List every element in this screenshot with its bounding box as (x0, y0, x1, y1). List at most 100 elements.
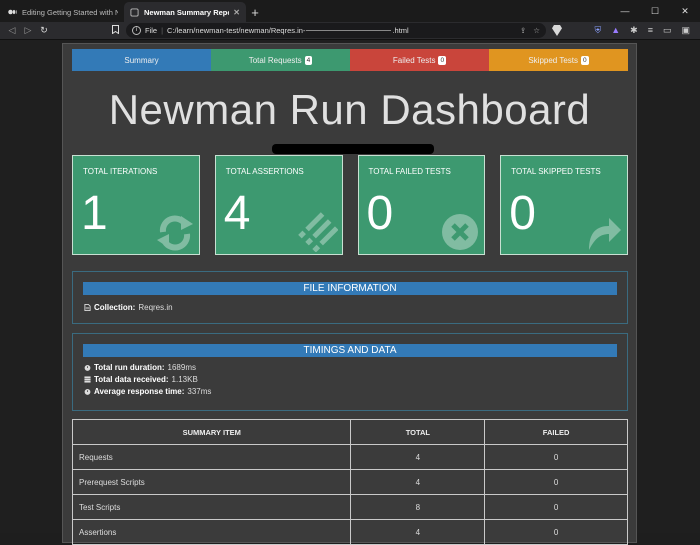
database-icon (84, 375, 91, 383)
close-tab-icon[interactable]: ✕ (233, 7, 240, 17)
stat-cards: TOTAL ITERATIONS 1 TOTAL ASSERTIONS 4 (72, 155, 628, 255)
duration-label: Total run duration: (94, 362, 165, 372)
browser-toolbar: ◁ ▷ ↻ i File | C:/learn/newman-test/newm… (0, 22, 700, 40)
stopwatch-icon (84, 388, 91, 395)
brave-shield-icon[interactable] (552, 25, 562, 36)
collection-row: Collection: Reqres.in (84, 301, 627, 313)
avg-response-label: Average response time: (94, 386, 185, 396)
close-window-icon[interactable]: ✕ (681, 5, 689, 16)
new-tab-button[interactable]: + (251, 4, 259, 20)
share-page-icon[interactable]: ⇪ (519, 26, 527, 35)
card-value: 0 (509, 187, 536, 240)
tasks-icon (297, 212, 338, 252)
redacted-subtitle (272, 144, 434, 154)
share-icon (589, 218, 621, 250)
summary-item-cell: Requests (71, 444, 352, 470)
url-scheme-label: File (145, 26, 158, 35)
tab-total-requests[interactable]: Total Requests 4 (211, 49, 350, 71)
total-cell: 4 (350, 444, 486, 470)
card-label: TOTAL SKIPPED TESTS (511, 167, 601, 176)
back-icon[interactable]: ◁ (8, 25, 16, 35)
bookmark-star-icon[interactable]: ☆ (533, 26, 540, 35)
page-viewport: Summary Total Requests 4 Failed Tests 0 … (0, 40, 700, 545)
bookmark-icon[interactable] (108, 25, 122, 36)
total-cell: 8 (350, 494, 486, 520)
times-circle-icon (442, 214, 479, 250)
window-controls: — ☐ ✕ (610, 0, 700, 22)
sidebar-icon[interactable]: ▭ (662, 25, 672, 35)
tab-label: Summary (124, 55, 159, 65)
card-value: 0 (366, 187, 394, 240)
failed-cell: 0 (484, 469, 628, 495)
extensions-area: ⛨ ▲ ✱ ≡ ▭ ▣ (594, 25, 690, 36)
extensions-icon[interactable]: ✱ (630, 25, 638, 35)
file-information-panel: FILE INFORMATION Collection: Reqres.in (72, 271, 628, 324)
browser-tab-strip: Editing Getting Started with Newmar Newm… (0, 0, 700, 22)
table-row: Assertions 4 0 (71, 519, 628, 545)
total-cell: 4 (350, 469, 486, 495)
panel-header: TIMINGS AND DATA (83, 344, 617, 357)
collection-value: Reqres.in (138, 302, 173, 312)
browser-tab-newman-report[interactable]: Newman Summary Report ✕ (124, 2, 246, 22)
url-redaction (306, 30, 392, 31)
url-path-start: C:/learn/newman-test/newman/Reqres.in- (167, 26, 306, 35)
collection-label: Collection: (94, 302, 136, 312)
card-label: TOTAL ASSERTIONS (225, 167, 304, 176)
address-bar[interactable]: i File | C:/learn/newman-test/newman/Req… (126, 23, 546, 38)
panel-header: FILE INFORMATION (83, 282, 617, 295)
maximize-icon[interactable]: ☐ (650, 5, 660, 16)
count-badge: 0 (581, 55, 589, 65)
duration-value: 1689ms (167, 362, 196, 372)
minimize-icon[interactable]: — (620, 6, 630, 16)
failed-cell: 0 (484, 519, 628, 545)
count-badge: 0 (438, 55, 447, 65)
count-badge: 4 (304, 55, 313, 65)
card-total-iterations: TOTAL ITERATIONS 1 (72, 155, 200, 255)
failed-cell: 0 (484, 444, 628, 470)
total-cell: 4 (350, 519, 486, 545)
card-total-skipped-tests: TOTAL SKIPPED TESTS 0 (500, 155, 628, 255)
card-total-assertions: TOTAL ASSERTIONS 4 (214, 155, 343, 255)
card-total-failed-tests: TOTAL FAILED TESTS 0 (357, 155, 486, 255)
wallet-alt-icon[interactable]: ▣ (681, 25, 690, 35)
tab-summary[interactable]: Summary (72, 49, 211, 71)
newman-report: Summary Total Requests 4 Failed Tests 0 … (62, 43, 637, 545)
wallet-icon[interactable]: ▲ (611, 25, 621, 35)
summary-item-cell: Test Scripts (71, 494, 352, 520)
data-received-row: Total data received: 1.13KB (84, 373, 627, 385)
timings-and-data-panel: TIMINGS AND DATA Total run duration: 168… (72, 333, 628, 411)
menu-icon[interactable]: ≡ (647, 25, 653, 35)
tab-failed-tests[interactable]: Failed Tests 0 (350, 49, 489, 71)
page-favicon-icon (130, 7, 139, 17)
tab-skipped-tests[interactable]: Skipped Tests 0 (489, 49, 628, 71)
report-nav-tabs: Summary Total Requests 4 Failed Tests 0 … (72, 49, 628, 71)
column-header: SUMMARY ITEM (71, 419, 352, 445)
table-row: Prerequest Scripts 4 0 (71, 469, 628, 495)
column-header: FAILED (484, 419, 628, 445)
medium-logo-icon (8, 8, 17, 17)
summary-item-cell: Assertions (71, 519, 352, 545)
tab-label: Failed Tests (392, 55, 436, 65)
table-row: Test Scripts 8 0 (71, 494, 628, 520)
reload-icon[interactable]: ↻ (40, 25, 48, 35)
column-header: TOTAL (350, 419, 486, 445)
summary-item-cell: Prerequest Scripts (71, 469, 352, 495)
browser-tab-title: Editing Getting Started with Newmar (22, 7, 118, 17)
card-value: 1 (81, 187, 108, 240)
data-received-label: Total data received: (94, 374, 169, 384)
vpn-icon[interactable]: ⛨ (594, 25, 602, 35)
avg-response-value: 337ms (187, 386, 212, 396)
table-header-row: SUMMARY ITEM TOTAL FAILED (71, 419, 628, 445)
card-label: TOTAL FAILED TESTS (368, 167, 451, 176)
sync-icon (156, 215, 193, 251)
tab-label: Skipped Tests (528, 55, 579, 65)
forward-icon[interactable]: ▷ (24, 25, 32, 35)
avg-response-row: Average response time: 337ms (84, 385, 627, 397)
browser-tab-title: Newman Summary Report (144, 7, 230, 17)
card-label: TOTAL ITERATIONS (83, 167, 158, 176)
browser-tab-editing[interactable]: Editing Getting Started with Newmar (2, 2, 124, 22)
info-icon[interactable]: i (132, 26, 141, 35)
stopwatch-icon (84, 364, 91, 371)
url-path-end: .html (392, 26, 409, 35)
card-value: 4 (223, 187, 251, 240)
